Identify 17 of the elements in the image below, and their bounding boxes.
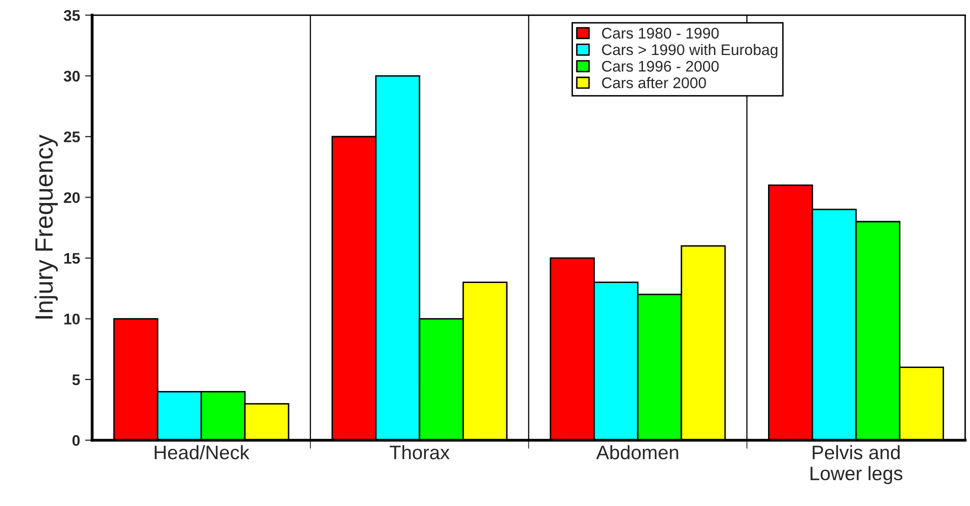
y-tick-label: 5 [72, 374, 80, 386]
y-tick-label: 35 [64, 10, 80, 21]
y-axis-title: Injury Frequency [34, 134, 58, 318]
legend-label: Cars 1996 - 2000 [602, 60, 719, 72]
y-tick-label: 0 [72, 435, 80, 446]
y-tick-label: 15 [64, 253, 80, 264]
x-tick-label: Pelvis and Lower legs [810, 445, 902, 484]
x-tick-label: Abdomen [596, 445, 678, 460]
legend-label: Cars after 2000 [602, 77, 706, 88]
y-tick-label: 10 [64, 314, 80, 324]
y-tick-label: 30 [64, 70, 80, 82]
y-tick-label: 25 [64, 131, 80, 142]
legend-label: Cars > 1990 with Eurobag [602, 44, 778, 58]
legend-label: Cars 1980 - 1990 [602, 28, 719, 39]
y-tick-label: 20 [64, 192, 80, 204]
x-tick-label: Head/Neck [154, 445, 250, 460]
x-tick-label: Thorax [390, 445, 450, 460]
